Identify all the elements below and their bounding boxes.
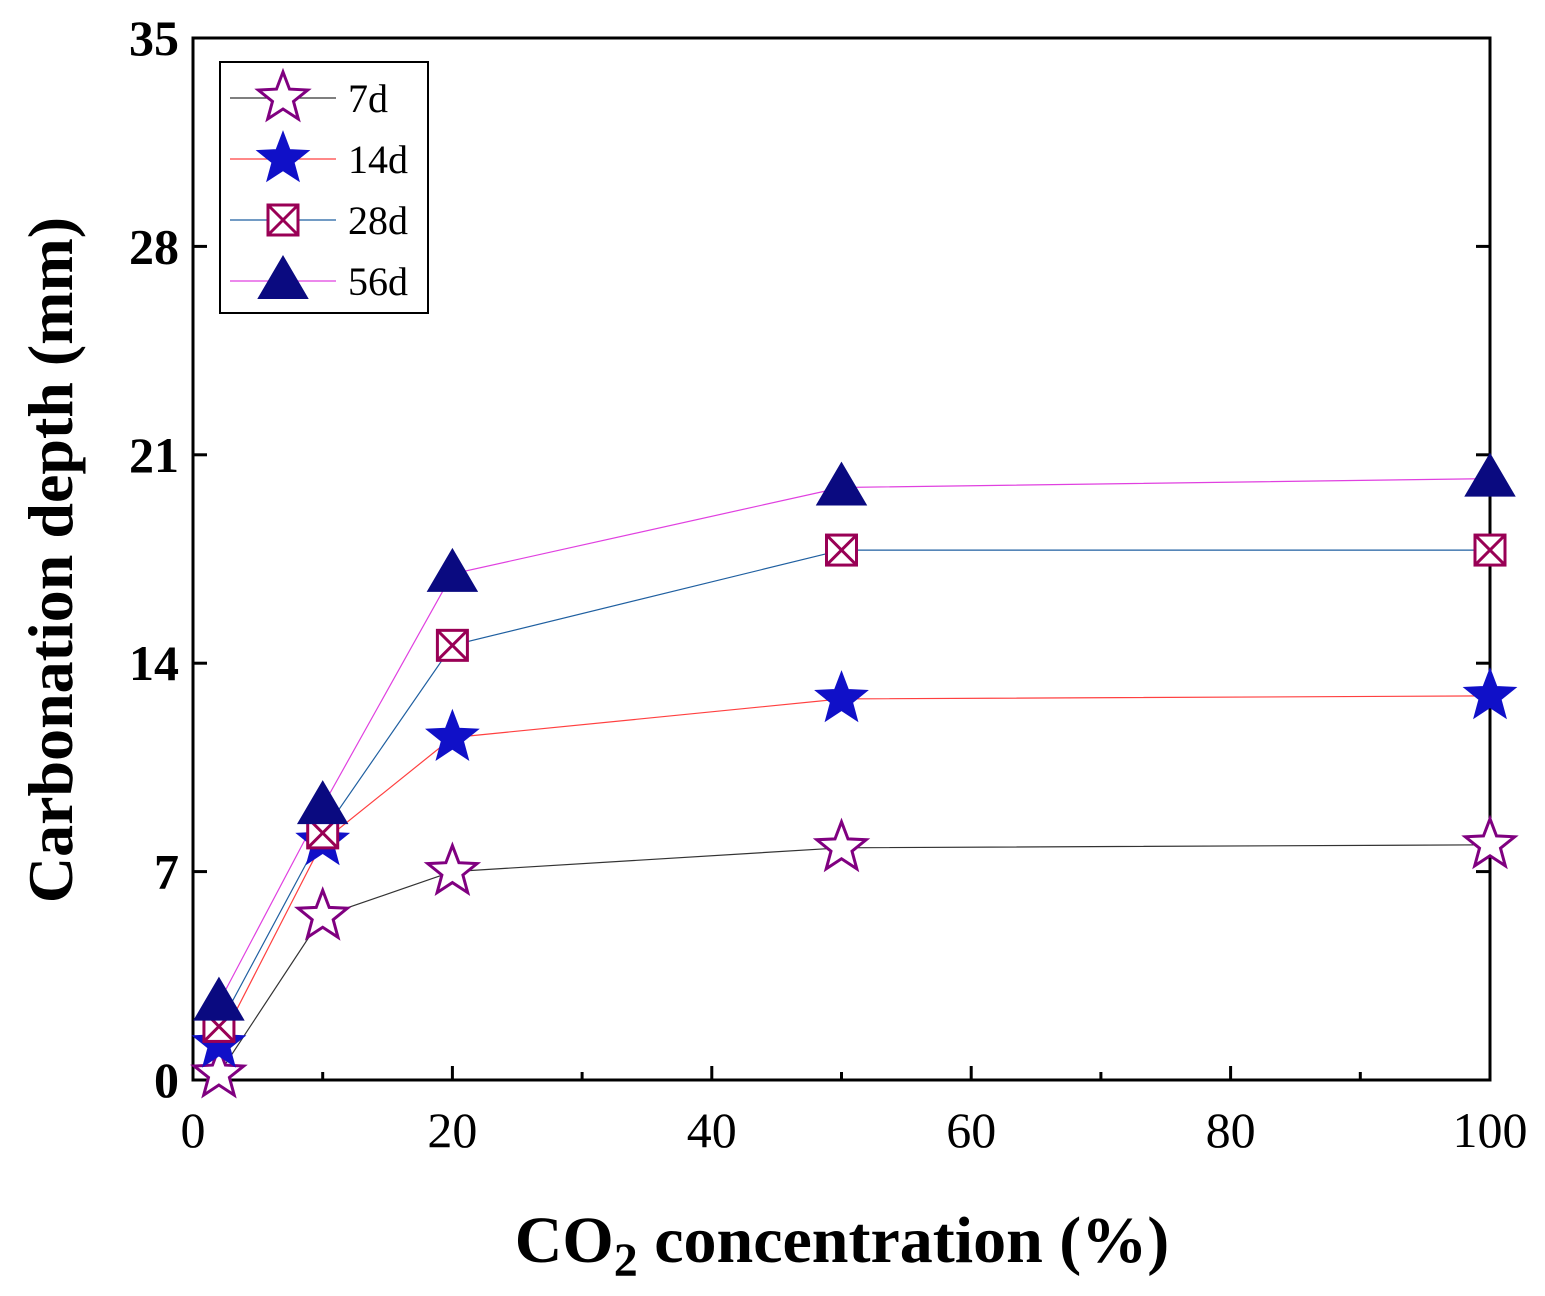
x-axis-title-sub: 2: [614, 1234, 638, 1287]
data-point-56d: [296, 780, 349, 825]
legend-marker-56d: [257, 255, 309, 299]
y-tick-label: 28: [129, 218, 179, 274]
y-tick-label: 14: [129, 635, 179, 691]
legend-marker-7d: [254, 67, 312, 123]
data-point-56d: [193, 976, 245, 1021]
data-point-7d: [190, 1043, 248, 1099]
x-tick-label: 40: [687, 1102, 737, 1158]
x-tick-label: 80: [1206, 1102, 1256, 1158]
data-point-56d: [815, 461, 868, 506]
data-point-7d: [812, 817, 871, 873]
x-tick-label: 100: [1453, 1102, 1528, 1158]
data-point-7d: [293, 886, 352, 941]
y-axis-title: Carbonation depth (mm): [15, 217, 86, 903]
series-line-28d: [218, 549, 1490, 1027]
legend-label-14d: 14d: [348, 137, 408, 182]
series-markers: [190, 452, 1519, 1099]
y-axis: 0 7 14 21 28 35: [129, 10, 1490, 1108]
legend-label-7d: 7d: [348, 76, 388, 121]
x-axis: 0 20 40 60 80 100: [181, 1066, 1528, 1158]
data-point-56d: [1464, 452, 1516, 497]
series-lines: [218, 478, 1491, 1075]
legend-label-28d: 28d: [348, 198, 408, 243]
x-tick-label: 0: [181, 1102, 206, 1158]
data-point-28d: [1473, 533, 1507, 567]
x-axis-title-main: CO: [515, 1204, 614, 1277]
data-point-7d: [423, 841, 482, 897]
y-tick-label: 21: [129, 427, 179, 483]
x-axis-title: CO2 concentration (%): [515, 1204, 1170, 1287]
data-point-28d: [825, 533, 858, 567]
x-tick-label: 60: [946, 1102, 996, 1158]
legend-marker-14d: [255, 130, 311, 183]
legend-box: [219, 61, 429, 314]
legend: 7d 14d 28d 56d: [219, 61, 429, 314]
x-axis-title-rest: concentration (%): [638, 1204, 1170, 1277]
data-point-14d: [425, 708, 480, 761]
data-point-14d: [814, 670, 869, 723]
data-point-7d: [1461, 814, 1519, 870]
series-line-7d: [218, 844, 1491, 1075]
y-tick-label: 35: [129, 10, 179, 66]
x-tick-label: 20: [427, 1102, 477, 1158]
data-point-56d: [426, 547, 479, 592]
legend-label-56d: 56d: [348, 259, 408, 304]
legend-marker-28d: [266, 203, 300, 237]
series-line-14d: [218, 695, 1491, 1045]
data-point-14d: [1462, 667, 1518, 720]
data-point-28d: [435, 628, 469, 662]
y-tick-label: 7: [154, 844, 179, 900]
y-tick-label: 0: [154, 1052, 179, 1108]
